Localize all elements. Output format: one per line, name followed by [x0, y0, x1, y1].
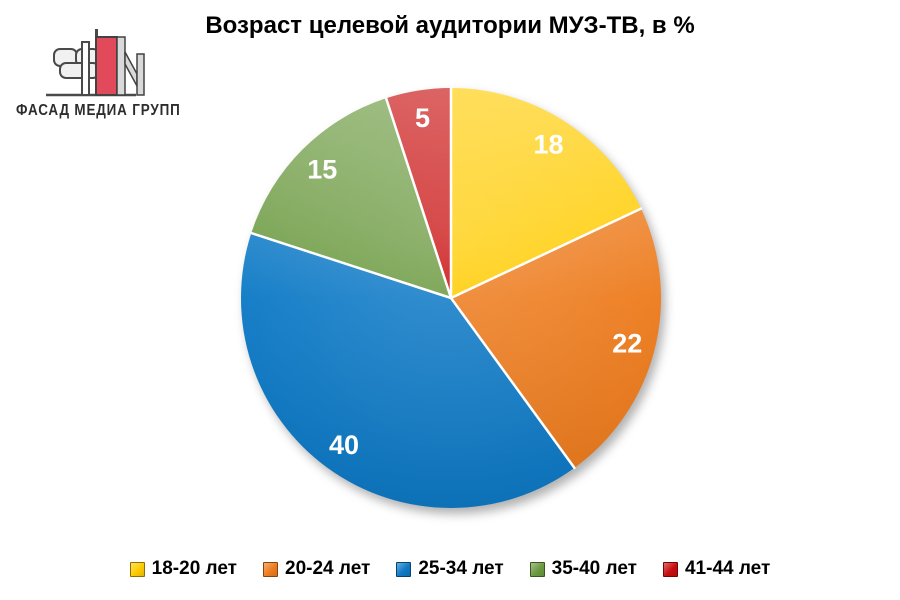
legend-label: 20-24 лет: [285, 558, 371, 579]
legend-label: 25-34 лет: [418, 558, 504, 579]
legend-swatch: [662, 561, 678, 577]
legend-label: 35-40 лет: [551, 558, 637, 579]
pie: [241, 86, 661, 508]
legend-item: 20-24 лет: [263, 558, 370, 580]
legend-swatch: [529, 561, 545, 577]
slice-separator: [384, 97, 453, 300]
logo-m-gray-bar: [116, 36, 126, 96]
legend-label: 18-20 лет: [151, 558, 237, 579]
logo-m-cap: [95, 29, 98, 39]
legend-item: 18-20 лет: [129, 558, 237, 580]
slice-value-label: 40: [329, 430, 359, 460]
chart-legend: 18-20 лет 20-24 лет 25-34 лет 35-40 лет 41-4…: [0, 551, 900, 587]
logo-text: ФАСАД МЕДИА ГРУПП: [16, 102, 181, 119]
slice-separator: [449, 207, 643, 300]
logo-f-stem: [81, 41, 90, 96]
legend-swatch: [396, 561, 412, 577]
slice-separator: [449, 296, 576, 470]
slice-value-label: 5: [415, 103, 430, 133]
legend-swatch: [263, 561, 278, 577]
legend-item: 35-40 лет: [529, 558, 637, 580]
logo-mark-icon: [46, 29, 145, 97]
slice-value-label: 18: [533, 129, 563, 159]
legend-label: 41-44 лет: [684, 558, 771, 579]
slice-separator: [250, 231, 453, 300]
slice-value-label: 15: [307, 154, 337, 184]
legend-swatch: [129, 561, 145, 577]
logo-m-right-bar: [136, 53, 145, 96]
chart-title: Возраст целевой аудитории МУЗ-ТВ, в %: [205, 12, 695, 39]
logo: ФАСАД МЕДИА ГРУПП: [16, 26, 208, 120]
legend-item: 41-44 лет: [662, 558, 771, 580]
slice-value-label: 22: [612, 328, 642, 358]
legend-item: 25-34 лет: [396, 558, 504, 580]
